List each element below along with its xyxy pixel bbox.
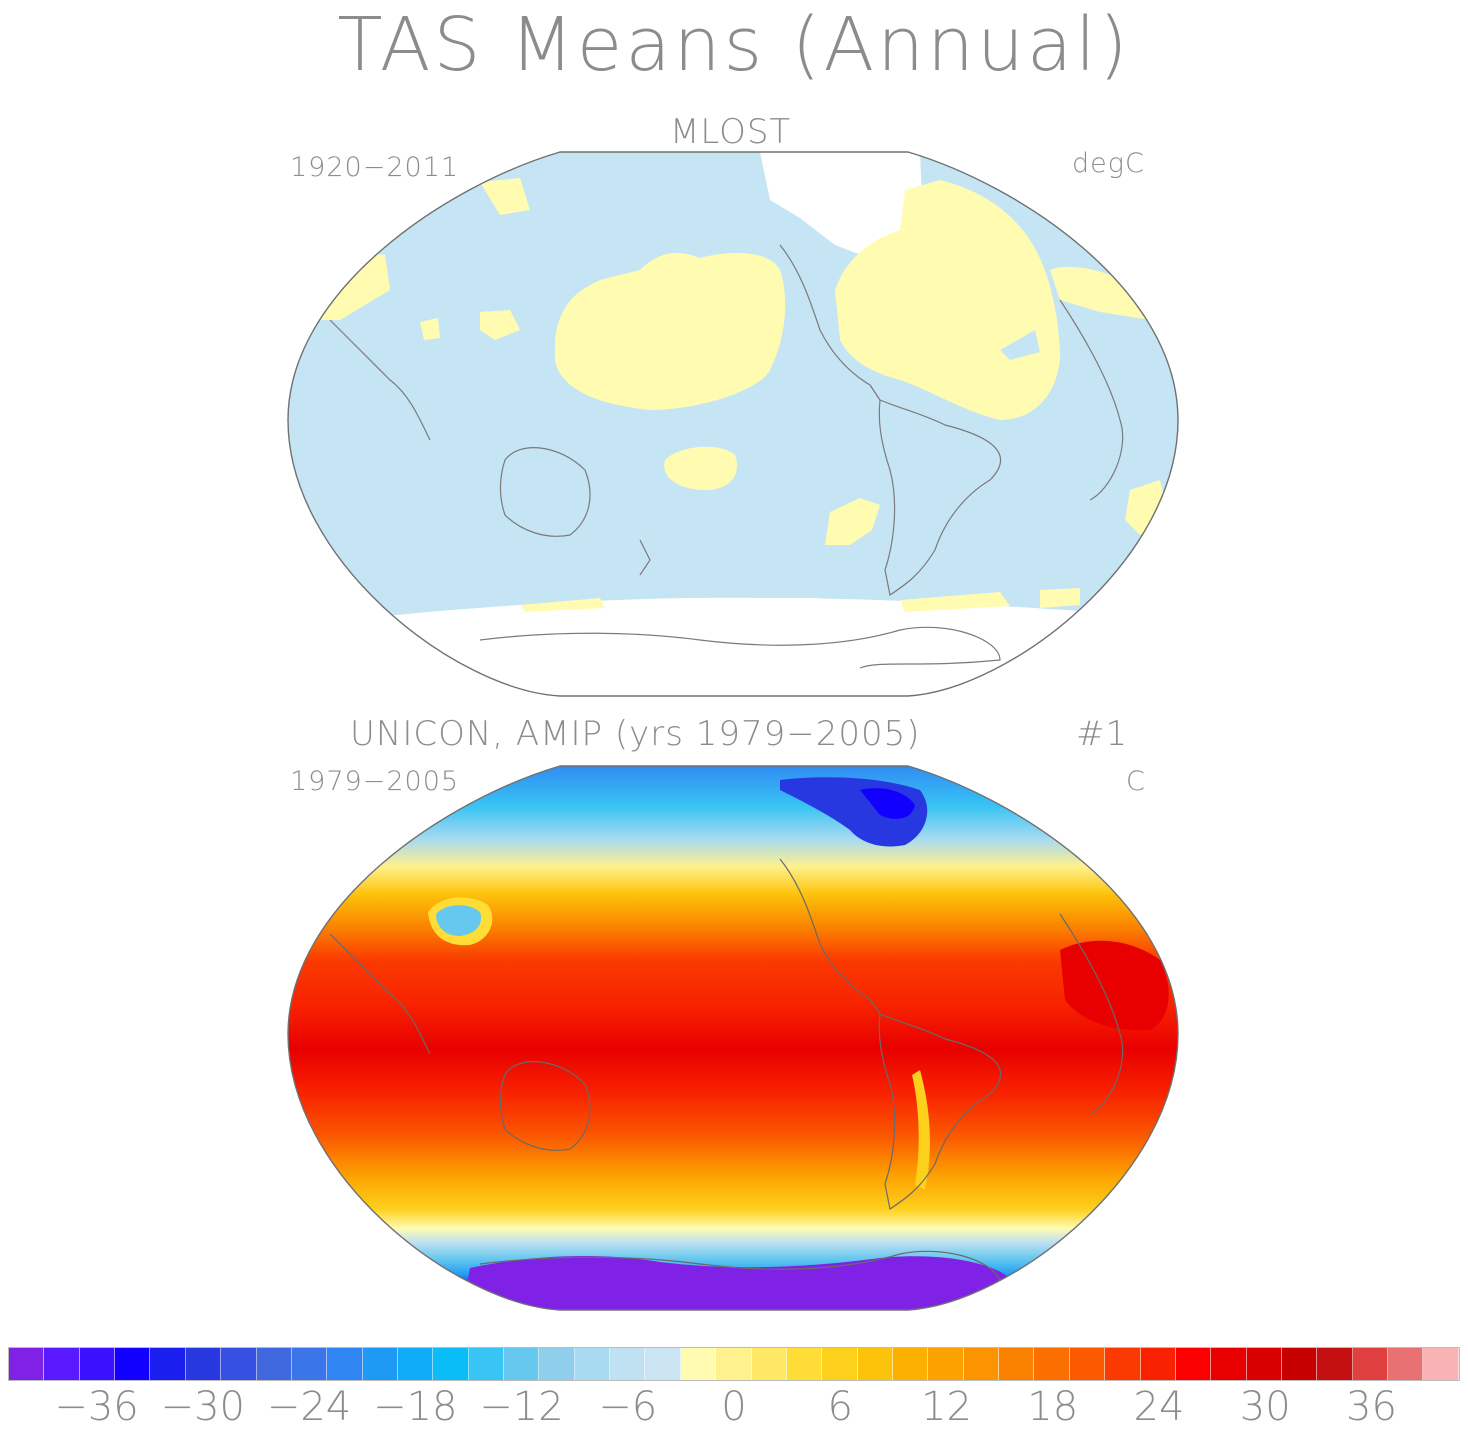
colorbar-swatch: [150, 1348, 186, 1380]
colorbar-tick-label: 18: [1027, 1384, 1079, 1430]
colorbar-swatch: [504, 1348, 540, 1380]
colorbar-tick-label: 12: [921, 1384, 972, 1430]
colorbar-swatch: [822, 1348, 858, 1380]
colorbar-swatch: [79, 1348, 116, 1380]
colorbar-swatch: [397, 1348, 434, 1380]
colorbar-swatch: [185, 1348, 222, 1380]
colorbar-swatch: [362, 1348, 398, 1380]
colorbar-swatch: [751, 1348, 787, 1380]
colorbar-swatch: [1317, 1348, 1353, 1380]
colorbar-swatch: [539, 1348, 575, 1380]
colorbar-swatch: [857, 1348, 893, 1380]
colorbar-swatch: [1175, 1348, 1212, 1380]
warming-region: [555, 253, 786, 410]
colorbar-tick-label: −24: [266, 1384, 352, 1430]
colorbar-swatch: [291, 1348, 328, 1380]
colorbar-swatch: [610, 1348, 646, 1380]
figure-title: TAS Means (Annual): [337, 2, 1131, 88]
colorbar-swatch: [1140, 1348, 1176, 1380]
colorbar-tick-label: −30: [160, 1384, 245, 1430]
panel-1-title: MLOST: [670, 112, 792, 152]
colorbar-swatch: [892, 1348, 929, 1380]
colorbar-tick-label: −18: [373, 1384, 458, 1430]
colorbar-tick-label: 30: [1239, 1384, 1291, 1430]
colorbar-swatch: [1034, 1348, 1070, 1380]
panel-2-title: UNICON, AMIP (yrs 1979−2005): [350, 714, 921, 754]
colorbar-swatch: [680, 1348, 717, 1380]
colorbar-swatch: [1069, 1348, 1106, 1380]
colorbar-swatch: [1388, 1348, 1424, 1380]
colorbar-swatch: [1211, 1348, 1247, 1380]
colorbar-swatch: [1105, 1348, 1141, 1380]
colorbar-swatch: [9, 1348, 45, 1380]
colorbar-swatch: [999, 1348, 1035, 1380]
panel-1-period: 1920−2011: [290, 152, 460, 183]
panel-2-run-label: #1: [1076, 714, 1129, 754]
colorbar-swatch: [256, 1348, 292, 1380]
colorbar-swatch: [645, 1348, 681, 1380]
colorbar-swatch: [433, 1348, 469, 1380]
colorbar-tick-label: −36: [54, 1384, 139, 1430]
colorbar-swatch: [786, 1348, 823, 1380]
colorbar-tick-label: −6: [598, 1384, 658, 1430]
colorbar-swatch: [1423, 1348, 1459, 1380]
colorbar-tick-label: −12: [479, 1384, 564, 1430]
colorbar-swatch: [44, 1348, 80, 1380]
mlost-map: [287, 151, 1179, 697]
colorbar-swatch: [468, 1348, 505, 1380]
colorbar-swatch: [115, 1348, 151, 1380]
colorbar-swatch: [327, 1348, 363, 1380]
unicon-amip-map: [287, 765, 1179, 1311]
colorbar-tick-label: 6: [827, 1384, 853, 1430]
colorbar-swatch: [963, 1348, 1000, 1380]
colorbar-swatch: [928, 1348, 964, 1380]
colorbar-tick-label: 0: [721, 1384, 747, 1430]
colorbar-swatch: [1246, 1348, 1282, 1380]
colorbar-swatch: [221, 1348, 257, 1380]
colorbar-swatch: [574, 1348, 611, 1380]
colorbar-swatch: [1352, 1348, 1389, 1380]
colorbar-tick-label: 24: [1133, 1384, 1185, 1430]
colorbar-tick-label: 36: [1346, 1384, 1397, 1430]
colorbar-swatch: [1281, 1348, 1318, 1380]
panel-2-units: C: [1126, 766, 1146, 797]
colorbar: [8, 1347, 1460, 1381]
panel-1-units: degC: [1072, 148, 1145, 179]
panel-2-period: 1979−2005: [290, 766, 460, 797]
colorbar-swatch: [716, 1348, 752, 1380]
